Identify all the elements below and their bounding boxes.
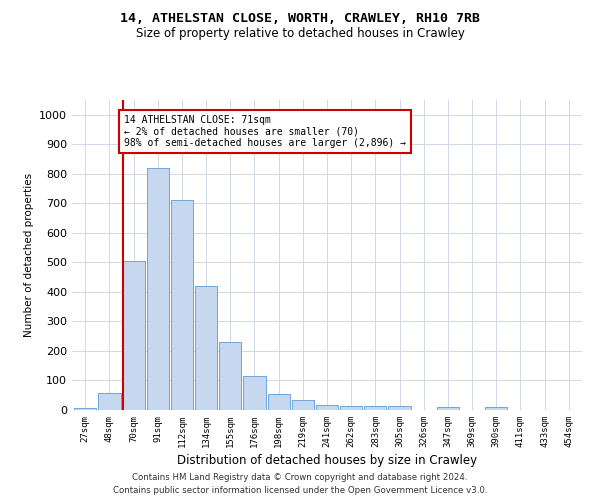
Bar: [244, 376, 266, 410]
Bar: [98, 393, 121, 410]
Text: 14, ATHELSTAN CLOSE, WORTH, CRAWLEY, RH10 7RB: 14, ATHELSTAN CLOSE, WORTH, CRAWLEY, RH1…: [120, 12, 480, 26]
Y-axis label: Number of detached properties: Number of detached properties: [23, 173, 34, 337]
Bar: [437, 407, 459, 410]
Bar: [268, 394, 290, 410]
Bar: [171, 200, 193, 410]
Bar: [219, 342, 241, 410]
Text: Contains public sector information licensed under the Open Government Licence v3: Contains public sector information licen…: [113, 486, 487, 495]
Bar: [364, 406, 386, 410]
Text: Contains HM Land Registry data © Crown copyright and database right 2024.: Contains HM Land Registry data © Crown c…: [132, 472, 468, 482]
Bar: [316, 405, 338, 410]
X-axis label: Distribution of detached houses by size in Crawley: Distribution of detached houses by size …: [177, 454, 477, 467]
Bar: [340, 406, 362, 410]
Text: 14 ATHELSTAN CLOSE: 71sqm
← 2% of detached houses are smaller (70)
98% of semi-d: 14 ATHELSTAN CLOSE: 71sqm ← 2% of detach…: [124, 115, 406, 148]
Bar: [146, 168, 169, 410]
Bar: [195, 286, 217, 410]
Bar: [485, 407, 508, 410]
Bar: [74, 408, 97, 410]
Bar: [292, 400, 314, 410]
Text: Size of property relative to detached houses in Crawley: Size of property relative to detached ho…: [136, 28, 464, 40]
Bar: [122, 261, 145, 410]
Bar: [388, 406, 410, 410]
